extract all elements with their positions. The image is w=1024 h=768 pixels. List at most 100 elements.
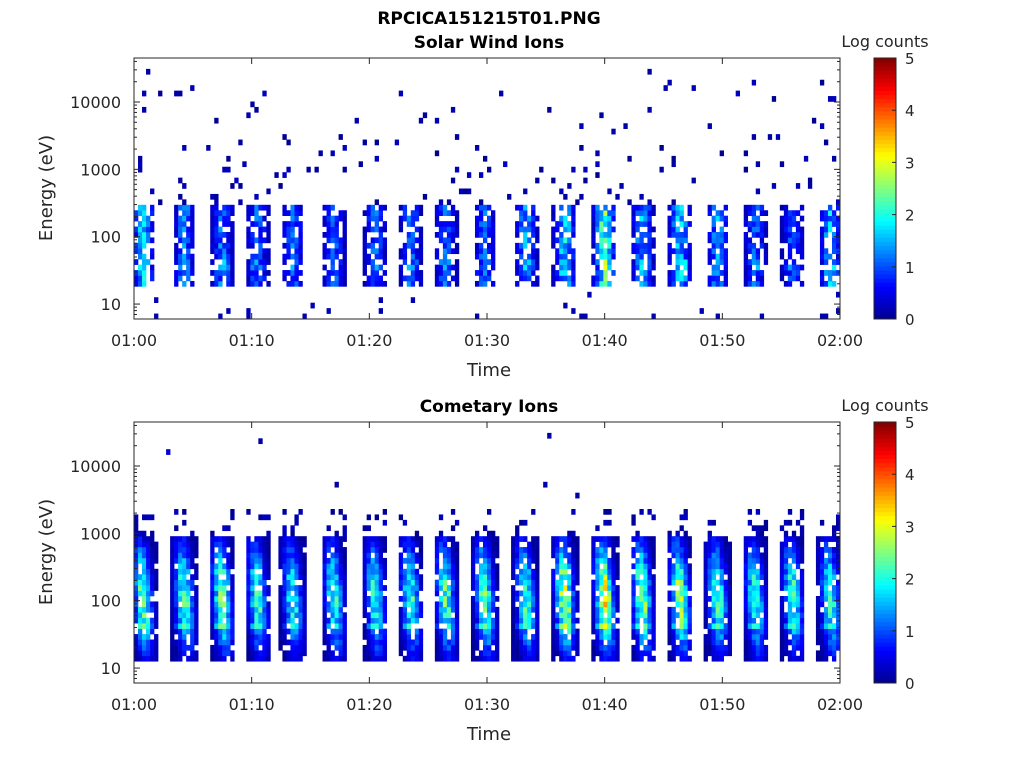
heatmap-cell <box>747 655 753 662</box>
heatmap-cell <box>511 650 516 657</box>
heatmap-cell <box>791 634 797 640</box>
colorbar-segment <box>874 90 896 96</box>
heatmap-cell <box>138 541 143 548</box>
heatmap-cell <box>823 557 829 564</box>
heatmap-cell <box>527 617 532 624</box>
heatmap-cell <box>719 557 724 564</box>
heatmap-cell <box>438 574 444 580</box>
heatmap-cell <box>302 606 307 613</box>
heatmap-cell <box>835 525 841 532</box>
heatmap-cell <box>338 623 343 629</box>
heatmap-cell <box>555 253 560 260</box>
heatmap-cell <box>362 259 367 265</box>
heatmap-cell <box>679 248 684 255</box>
heatmap-cell <box>487 509 492 515</box>
heatmap-cell <box>551 606 556 613</box>
heatmap-cell <box>615 596 620 602</box>
heatmap-cell <box>779 596 785 602</box>
heatmap-cell <box>551 574 556 580</box>
heatmap-cell <box>134 557 139 564</box>
x-tick-label: 01:40 <box>582 331 628 350</box>
heatmap-cell <box>142 568 147 575</box>
heatmap-cell <box>715 242 720 249</box>
heatmap-cell <box>150 579 155 586</box>
heatmap-cell <box>831 264 837 271</box>
heatmap-cell <box>487 563 492 570</box>
heatmap-cell <box>450 568 456 575</box>
heatmap-cell <box>763 563 769 570</box>
heatmap-cell <box>418 612 424 619</box>
heatmap-cell <box>410 221 416 227</box>
heatmap-cell <box>438 628 444 635</box>
heatmap-cell <box>266 530 271 537</box>
heatmap-cell <box>563 574 568 580</box>
heatmap-cell <box>515 628 520 635</box>
heatmap-cell <box>142 242 147 249</box>
heatmap-cell <box>246 112 251 119</box>
heatmap-cell <box>410 237 416 244</box>
heatmap-cell <box>474 590 480 597</box>
heatmap-cell <box>595 275 600 282</box>
heatmap-cell <box>487 541 492 548</box>
heatmap-cell <box>723 270 728 276</box>
heatmap-cell <box>487 601 492 608</box>
heatmap-cell <box>146 579 151 586</box>
heatmap-cell <box>511 623 516 629</box>
heatmap-cell <box>190 650 195 657</box>
heatmap-cell <box>603 563 608 570</box>
heatmap-cell <box>487 248 492 255</box>
heatmap-cell <box>747 226 753 233</box>
heatmap-cell <box>611 601 616 608</box>
heatmap-cell <box>382 253 388 260</box>
heatmap-cell <box>639 552 644 559</box>
heatmap-cell <box>322 221 327 227</box>
heatmap-cell <box>795 655 801 662</box>
heatmap-cell <box>402 210 408 216</box>
heatmap-cell <box>651 259 656 265</box>
colorbar-segment <box>874 532 896 537</box>
heatmap-cell <box>799 623 805 629</box>
heatmap-cell <box>763 541 769 548</box>
heatmap-cell <box>667 639 672 646</box>
heatmap-cell <box>178 557 183 564</box>
heatmap-cell <box>190 639 195 646</box>
heatmap-cell <box>511 563 516 570</box>
heatmap-cell <box>723 623 728 629</box>
heatmap-cell <box>611 128 616 135</box>
heatmap-cell <box>382 259 388 265</box>
heatmap-cell <box>495 655 500 662</box>
heatmap-cell <box>282 601 287 608</box>
heatmap-cell <box>190 579 195 586</box>
heatmap-cell <box>294 557 299 564</box>
heatmap-cell <box>779 541 785 548</box>
heatmap-cell <box>338 541 343 548</box>
heatmap-cell <box>747 242 753 249</box>
heatmap-cell <box>559 590 564 597</box>
heatmap-cell <box>651 253 656 260</box>
heatmap-cell <box>314 166 319 173</box>
colorbar-segment <box>874 131 896 136</box>
heatmap-cell <box>499 90 504 97</box>
heatmap-cell <box>599 644 604 651</box>
heatmap-cell <box>258 204 263 211</box>
heatmap-cell <box>450 509 456 515</box>
heatmap-cell <box>643 275 648 282</box>
heatmap-cell <box>142 259 147 265</box>
heatmap-cell <box>402 617 408 624</box>
heatmap-cell <box>531 221 536 227</box>
heatmap-cell <box>250 259 255 265</box>
heatmap-cell <box>174 242 179 249</box>
heatmap-cell <box>603 270 608 276</box>
heatmap-cell <box>559 568 564 575</box>
heatmap-cell <box>643 617 648 624</box>
heatmap-cell <box>142 601 147 608</box>
heatmap-cell <box>643 536 648 542</box>
heatmap-cell <box>302 634 307 640</box>
heatmap-cell <box>342 166 347 173</box>
heatmap-cell <box>454 601 460 608</box>
heatmap-cell <box>527 596 532 602</box>
heatmap-cell <box>711 634 716 640</box>
heatmap-cell <box>182 617 187 624</box>
heatmap-cell <box>515 617 520 624</box>
heatmap-cell <box>250 655 255 662</box>
